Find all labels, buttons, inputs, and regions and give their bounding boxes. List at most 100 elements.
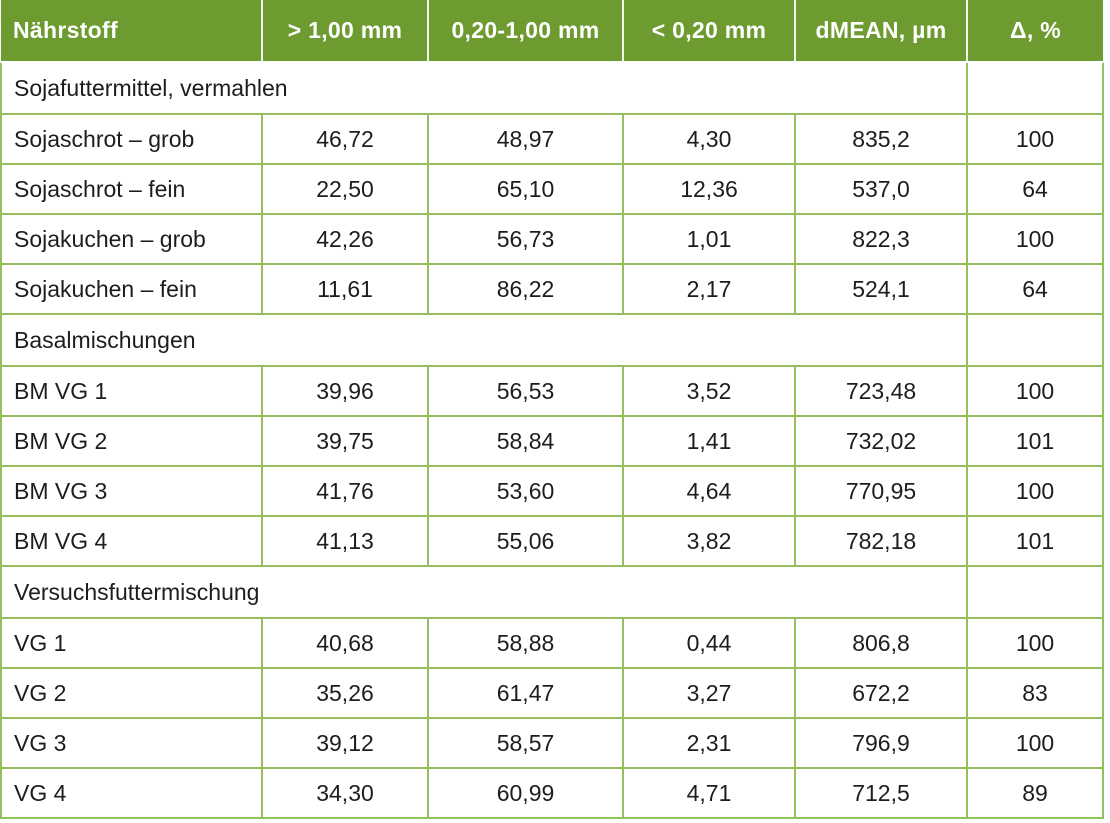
cell-value: 0,44 (622, 617, 796, 669)
cell-value: 61,47 (427, 667, 624, 719)
row-label: VG 2 (0, 667, 263, 719)
section-empty-cell (966, 565, 1104, 619)
cell-value: 22,50 (261, 163, 429, 215)
cell-value: 48,97 (427, 113, 624, 165)
cell-value: 65,10 (427, 163, 624, 215)
section-title: Sojafuttermittel, vermahlen (0, 61, 968, 115)
column-header-gt-1mm: > 1,00 mm (262, 0, 429, 63)
cell-value: 58,84 (427, 415, 624, 467)
cell-value: 770,95 (794, 465, 968, 517)
section-row: Basalmischungen (0, 313, 1104, 367)
cell-value: 56,73 (427, 213, 624, 265)
cell-value: 2,17 (622, 263, 796, 315)
cell-value: 835,2 (794, 113, 968, 165)
cell-value: 64 (966, 163, 1104, 215)
cell-value: 11,61 (261, 263, 429, 315)
cell-value: 796,9 (794, 717, 968, 769)
cell-value: 58,57 (427, 717, 624, 769)
cell-value: 672,2 (794, 667, 968, 719)
row-label: Sojakuchen – fein (0, 263, 263, 315)
row-label: VG 3 (0, 717, 263, 769)
cell-value: 58,88 (427, 617, 624, 669)
cell-value: 39,96 (261, 365, 429, 417)
cell-value: 101 (966, 415, 1104, 467)
row-label: BM VG 2 (0, 415, 263, 467)
table-row: Sojakuchen – grob 42,26 56,73 1,01 822,3 100 (0, 213, 1104, 265)
cell-value: 822,3 (794, 213, 968, 265)
row-label: Sojaschrot – grob (0, 113, 263, 165)
cell-value: 64 (966, 263, 1104, 315)
cell-value: 782,18 (794, 515, 968, 567)
cell-value: 39,12 (261, 717, 429, 769)
table-row: Sojakuchen – fein 11,61 86,22 2,17 524,1 64 (0, 263, 1104, 315)
column-header-dmean: dMEAN, µm (795, 0, 968, 63)
row-label: VG 1 (0, 617, 263, 669)
cell-value: 86,22 (427, 263, 624, 315)
section-row: Versuchsfuttermischung (0, 565, 1104, 619)
cell-value: 41,13 (261, 515, 429, 567)
cell-value: 89 (966, 767, 1104, 819)
table-row: VG 1 40,68 58,88 0,44 806,8 100 (0, 617, 1104, 669)
row-label: VG 4 (0, 767, 263, 819)
cell-value: 3,82 (622, 515, 796, 567)
row-label: Sojaschrot – fein (0, 163, 263, 215)
cell-value: 4,71 (622, 767, 796, 819)
cell-value: 56,53 (427, 365, 624, 417)
column-header-delta: Δ, % (967, 0, 1103, 63)
cell-value: 3,27 (622, 667, 796, 719)
cell-value: 100 (966, 717, 1104, 769)
row-label: BM VG 1 (0, 365, 263, 417)
cell-value: 83 (966, 667, 1104, 719)
cell-value: 3,52 (622, 365, 796, 417)
cell-value: 4,30 (622, 113, 796, 165)
cell-value: 41,76 (261, 465, 429, 517)
table-row: BM VG 1 39,96 56,53 3,52 723,48 100 (0, 365, 1104, 417)
row-label: BM VG 3 (0, 465, 263, 517)
row-label: Sojakuchen – grob (0, 213, 263, 265)
cell-value: 60,99 (427, 767, 624, 819)
cell-value: 723,48 (794, 365, 968, 417)
cell-value: 100 (966, 213, 1104, 265)
cell-value: 537,0 (794, 163, 968, 215)
cell-value: 4,64 (622, 465, 796, 517)
cell-value: 53,60 (427, 465, 624, 517)
section-title: Basalmischungen (0, 313, 968, 367)
cell-value: 100 (966, 365, 1104, 417)
table-row: BM VG 2 39,75 58,84 1,41 732,02 101 (0, 415, 1104, 467)
section-empty-cell (966, 61, 1104, 115)
cell-value: 1,41 (622, 415, 796, 467)
table-row: VG 2 35,26 61,47 3,27 672,2 83 (0, 667, 1104, 719)
column-header-020-100mm: 0,20-1,00 mm (428, 0, 624, 63)
cell-value: 100 (966, 113, 1104, 165)
column-header-naehrstoff: Nährstoff (1, 0, 263, 63)
table-row: VG 4 34,30 60,99 4,71 712,5 89 (0, 767, 1104, 819)
section-row: Sojafuttermittel, vermahlen (0, 61, 1104, 115)
table-row: VG 3 39,12 58,57 2,31 796,9 100 (0, 717, 1104, 769)
table-row: Sojaschrot – fein 22,50 65,10 12,36 537,0 64 (0, 163, 1104, 215)
cell-value: 806,8 (794, 617, 968, 669)
section-title: Versuchsfuttermischung (0, 565, 968, 619)
cell-value: 55,06 (427, 515, 624, 567)
cell-value: 35,26 (261, 667, 429, 719)
cell-value: 12,36 (622, 163, 796, 215)
cell-value: 34,30 (261, 767, 429, 819)
cell-value: 39,75 (261, 415, 429, 467)
table-body: Sojafuttermittel, vermahlen Sojaschrot – … (0, 61, 1104, 819)
header-row: Nährstoff > 1,00 mm 0,20-1,00 mm < 0,20 … (1, 0, 1103, 63)
cell-value: 42,26 (261, 213, 429, 265)
section-empty-cell (966, 313, 1104, 367)
cell-value: 100 (966, 465, 1104, 517)
cell-value: 712,5 (794, 767, 968, 819)
row-label: BM VG 4 (0, 515, 263, 567)
cell-value: 1,01 (622, 213, 796, 265)
cell-value: 524,1 (794, 263, 968, 315)
cell-value: 40,68 (261, 617, 429, 669)
cell-value: 732,02 (794, 415, 968, 467)
table-row: BM VG 3 41,76 53,60 4,64 770,95 100 (0, 465, 1104, 517)
table-header: Nährstoff > 1,00 mm 0,20-1,00 mm < 0,20 … (1, 0, 1103, 63)
table-row: BM VG 4 41,13 55,06 3,82 782,18 101 (0, 515, 1104, 567)
cell-value: 2,31 (622, 717, 796, 769)
cell-value: 101 (966, 515, 1104, 567)
